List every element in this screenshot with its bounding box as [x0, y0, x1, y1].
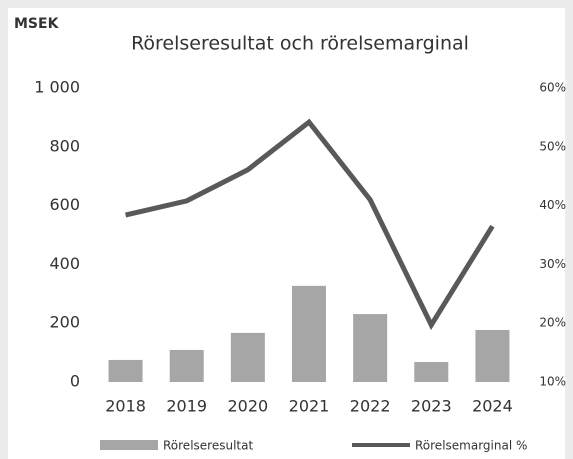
legend-swatch [352, 443, 410, 447]
x-tick-label: 2018 [105, 397, 146, 416]
unit-label: MSEK [14, 16, 60, 32]
bar [169, 349, 204, 382]
legend-swatch [100, 440, 158, 450]
y-tick-label: 600 [49, 195, 80, 214]
bar [353, 314, 388, 382]
y-tick-label: 1 000 [34, 78, 80, 97]
y2-tick-label: 40% [539, 198, 566, 212]
panel [8, 8, 565, 459]
bar [230, 332, 265, 382]
y-tick-label: 800 [49, 136, 80, 155]
x-tick-label: 2020 [227, 397, 268, 416]
bar [475, 329, 510, 382]
y2-tick-label: 20% [539, 316, 566, 330]
y-tick-label: 200 [49, 313, 80, 332]
y2-tick-label: 30% [539, 257, 566, 271]
line [125, 118, 495, 331]
y-tick-label: 400 [49, 254, 80, 273]
y-tick-label: 0 [70, 372, 80, 391]
y2-tick-label: 10% [539, 375, 566, 389]
bar [292, 285, 326, 382]
x-tick-label: 2024 [472, 397, 513, 416]
x-tick-label: 2022 [350, 397, 391, 416]
y2-tick-label: 60% [539, 81, 566, 95]
y2-tick-label: 50% [539, 139, 566, 153]
legend-label: Rörelseresultat [163, 439, 253, 453]
x-tick-label: 2023 [411, 397, 452, 416]
bar [108, 359, 143, 382]
chart-title: Rörelseresultat och rörelsemarginal [131, 33, 469, 55]
x-tick-label: 2021 [289, 397, 330, 416]
bar [414, 362, 449, 382]
legend-label: Rörelsemarginal % [415, 439, 527, 453]
x-tick-label: 2019 [166, 397, 207, 416]
